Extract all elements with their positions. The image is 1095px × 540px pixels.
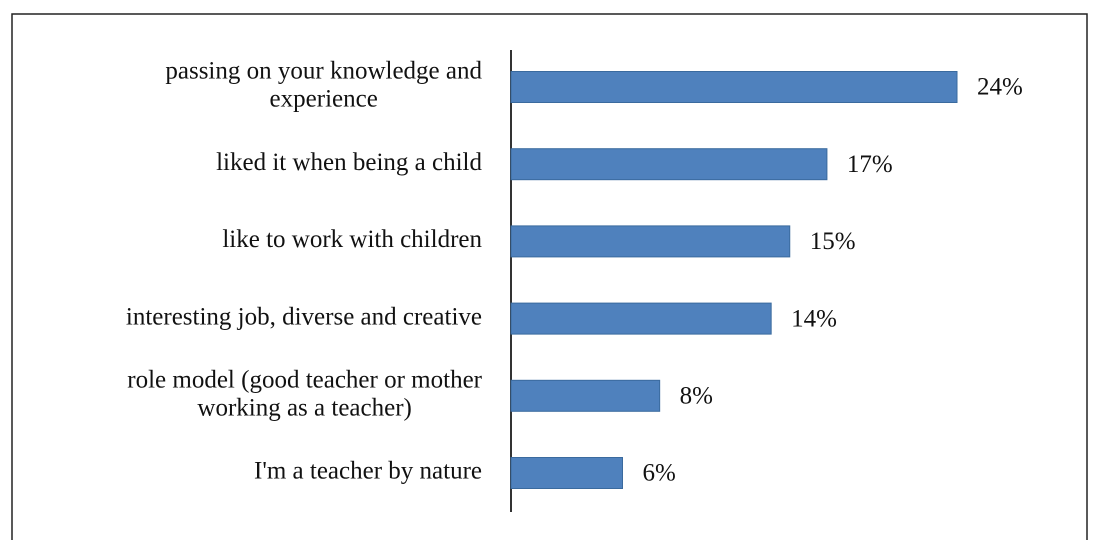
bar xyxy=(510,71,958,103)
category-label: working as a teacher) xyxy=(197,395,411,422)
category-label: role model (good teacher or mother xyxy=(127,367,482,394)
category-label: passing on your knowledge and xyxy=(165,58,482,85)
value-label: 14% xyxy=(791,305,837,332)
value-label: 17% xyxy=(847,151,893,178)
bar xyxy=(510,379,661,412)
bar xyxy=(510,302,772,335)
category-label: interesting job, diverse and creative xyxy=(126,303,482,330)
category-label: liked it when being a child xyxy=(216,149,482,176)
category-label: like to work with children xyxy=(222,226,482,253)
bar xyxy=(510,225,791,258)
bar xyxy=(510,457,623,489)
value-label: 15% xyxy=(810,228,856,255)
value-label: 6% xyxy=(643,460,676,487)
value-label: 8% xyxy=(680,383,713,410)
bar xyxy=(510,148,828,181)
value-label: 24% xyxy=(977,74,1023,101)
category-label: I'm a teacher by nature xyxy=(254,458,482,485)
frame xyxy=(11,13,1088,540)
category-label: experience xyxy=(270,86,378,113)
